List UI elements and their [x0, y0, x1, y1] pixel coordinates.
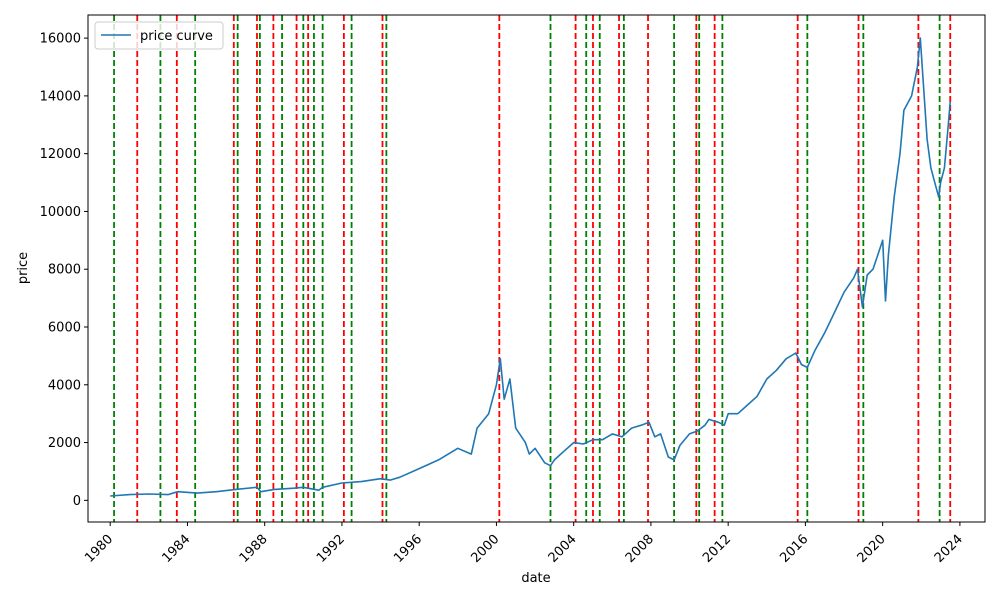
- legend: price curve: [94, 21, 224, 50]
- x-axis-label: date: [521, 571, 550, 586]
- y-tick-label: 12000: [40, 147, 81, 162]
- y-tick-label: 14000: [40, 89, 81, 104]
- price-curve-line: [110, 37, 951, 497]
- x-tick-label: 1984: [159, 532, 193, 566]
- legend-box: [94, 21, 224, 50]
- x-tick-label: 2020: [855, 532, 889, 566]
- x-tick-label: 1996: [391, 532, 425, 566]
- y-tick-label: 10000: [40, 205, 81, 220]
- x-tick-label: 2016: [777, 532, 811, 566]
- x-tick-label: 2012: [700, 532, 734, 566]
- legend-label: price curve: [140, 29, 213, 44]
- x-tick-label: 2008: [623, 532, 657, 566]
- y-tick-label: 6000: [48, 321, 81, 336]
- x-tick-label: 2000: [468, 532, 502, 566]
- x-tick-label: 1988: [237, 532, 271, 566]
- x-tick-label: 1992: [314, 532, 348, 566]
- y-axis: 0 2000 4000 6000 8000 10000 12000 14000 16000: [40, 32, 88, 509]
- y-tick-label: 4000: [48, 378, 81, 393]
- x-tick-label: 1980: [82, 532, 116, 566]
- event-lines: [113, 15, 952, 522]
- x-axis: 1980 1984 1988 1992 1996 2000 2004 2008 2012 2016…: [82, 522, 966, 566]
- x-tick-label: 2024: [932, 532, 966, 566]
- series-layer: [110, 37, 951, 497]
- plot-frame: [87, 14, 986, 523]
- y-tick-label: 16000: [40, 32, 81, 47]
- y-tick-label: 8000: [48, 263, 81, 278]
- x-tick-label: 2004: [546, 532, 580, 566]
- y-tick-label: 0: [73, 494, 81, 509]
- y-axis-label: price: [16, 252, 31, 284]
- y-tick-label: 2000: [48, 436, 81, 451]
